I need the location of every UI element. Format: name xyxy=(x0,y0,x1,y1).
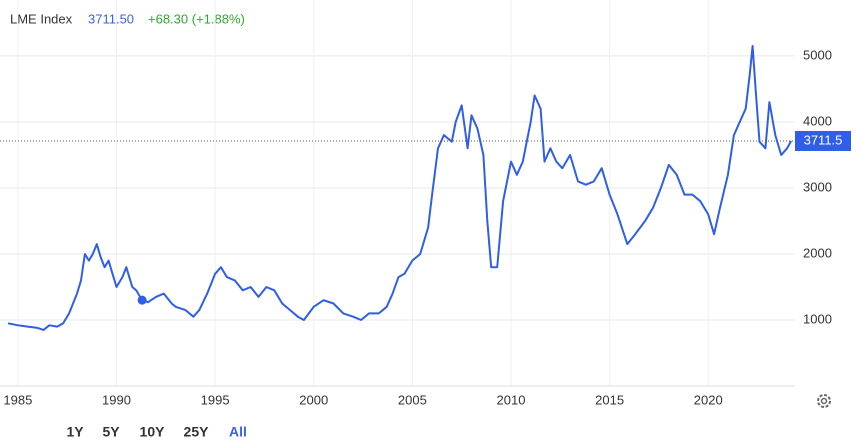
y-tick-label: 1000 xyxy=(803,311,832,326)
settings-icon[interactable] xyxy=(817,394,831,408)
hover-marker xyxy=(137,295,147,305)
x-tick-label: 2005 xyxy=(398,392,427,407)
last-price-label: 3711.5 xyxy=(804,132,843,147)
index-change: +68.30 (+1.88%) xyxy=(148,11,245,26)
x-tick-label: 1985 xyxy=(3,392,32,407)
range-button[interactable]: 10Y xyxy=(140,424,166,440)
last-price-box xyxy=(795,130,851,151)
x-tick-label: 2015 xyxy=(595,392,624,407)
price-line xyxy=(7,45,792,331)
y-tick-label: 2000 xyxy=(803,245,832,260)
y-tick-label: 3000 xyxy=(803,179,832,194)
y-tick-label: 5000 xyxy=(803,47,832,62)
x-tick-label: 2000 xyxy=(299,392,328,407)
range-button[interactable]: 5Y xyxy=(102,424,120,440)
y-tick-label: 4000 xyxy=(803,113,832,128)
index-price: 3711.50 xyxy=(88,11,134,26)
x-tick-label: 1995 xyxy=(201,392,230,407)
range-button[interactable]: All xyxy=(229,424,247,440)
index-name: LME Index xyxy=(10,11,73,26)
x-tick-label: 1990 xyxy=(102,392,131,407)
x-tick-label: 2010 xyxy=(497,392,526,407)
x-tick-label: 2020 xyxy=(694,392,723,407)
range-button[interactable]: 1Y xyxy=(66,424,84,440)
range-button[interactable]: 25Y xyxy=(184,424,210,440)
